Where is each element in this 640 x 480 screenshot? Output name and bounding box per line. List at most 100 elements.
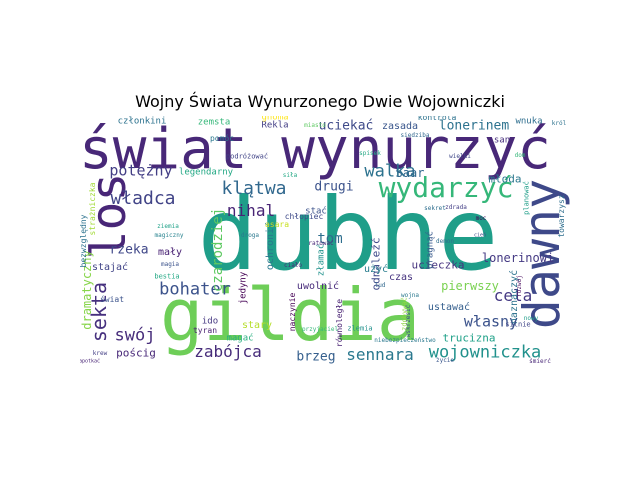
cloud-word: stary (241, 320, 273, 331)
cloud-word: wydarzyć (378, 171, 514, 204)
cloud-word: gildia (159, 273, 421, 357)
cloud-word: drugi (314, 179, 354, 195)
cloud-word: zdrada (445, 204, 467, 211)
cloud-word: trucizna (442, 331, 496, 345)
cloud-word: zasada (381, 121, 419, 132)
cloud-word: napotkać (80, 358, 101, 364)
cloud-word: pościg (116, 346, 156, 360)
cloud-word: kontrola (417, 116, 457, 122)
cloud-word: lonerinowi (481, 251, 555, 265)
cloud-word: własny (463, 312, 519, 331)
cloud-word: planować (522, 181, 531, 215)
cloud-word: ustawać (427, 302, 471, 313)
cloud-word: cień (473, 232, 487, 239)
cloud-word: równoległe (335, 298, 344, 348)
cloud-word: przyjaciel (301, 326, 339, 333)
cloud-word: śmierć (529, 358, 551, 365)
cloud-word: ochronić (265, 221, 276, 271)
cloud-word: asara (264, 220, 290, 229)
cloud-word: Saar (395, 166, 425, 180)
cloud-word: demon (435, 238, 455, 245)
cloud-word: rozwój (516, 275, 523, 297)
cloud-word: wskrzesić (405, 304, 412, 338)
cloud-word: ido (201, 316, 219, 327)
cloud-word: ciało (283, 262, 303, 269)
cloud-word: bohater (159, 279, 231, 300)
cloud-word: lonerinem (438, 118, 510, 134)
cloud-word: ratować (308, 240, 334, 247)
cloud-word: dubhe (197, 176, 499, 293)
cloud-word: krew (92, 350, 108, 357)
cloud-word: sennara (346, 345, 414, 364)
cloud-word: magać (226, 333, 254, 344)
cloud-word: czas (388, 272, 414, 283)
chart-title: Wojny Świata Wynurzonego Dwie Wojowniczk… (135, 92, 505, 111)
cloud-word: magiczny (154, 232, 184, 239)
cloud-word: potężny (109, 161, 173, 180)
cloud-word: zemsta (197, 117, 231, 128)
cloud-word: bezwzględny (80, 214, 88, 268)
word-cloud: dubhe świat wynurzyć gildia dawny los wydarzy… (80, 116, 576, 364)
cloud-word: członkini (117, 116, 167, 127)
cloud-word: towarzysz (557, 194, 566, 238)
cloud-word: gnoma (261, 116, 289, 123)
cloud-word: złamać (316, 243, 327, 277)
cloud-word: chłopiec (284, 212, 324, 221)
cloud-word: lud (374, 282, 386, 289)
cloud-word: świat wynurzyć (80, 117, 552, 182)
cloud-word: Rekla (261, 120, 289, 131)
cloud-word: król (551, 120, 567, 127)
cloud-word: niebezpieczeństwo (374, 337, 436, 344)
cloud-word: pomóc (209, 134, 235, 143)
cloud-word: mały (157, 247, 183, 258)
cloud-word: droga (240, 232, 260, 239)
cloud-word: brzeg (296, 349, 336, 364)
cloud-word: władca (110, 188, 176, 209)
cloud-word: zabójca (194, 342, 262, 361)
cloud-word: stajać (91, 262, 129, 273)
cloud-word: cela (493, 286, 533, 305)
cloud-word: wojna (400, 292, 420, 299)
cloud-word: nihal (226, 201, 276, 220)
cloud-word: strażniczka (88, 182, 97, 236)
cloud-word: silnie (505, 320, 531, 329)
cloud-word: tom (317, 231, 343, 247)
cloud-word: moc (475, 215, 487, 222)
cloud-word: swój (114, 325, 156, 346)
cloud-word: magia (160, 261, 180, 268)
cloud-word: młoda (488, 172, 522, 186)
cloud-word: życie (435, 357, 455, 364)
cloud-word: wnuka (515, 116, 543, 127)
cloud-word: klątwa (221, 178, 287, 199)
cloud-word: bestia (154, 272, 180, 281)
cloud-word: uwolnić (296, 281, 340, 292)
cloud-word: dom (514, 152, 526, 159)
cloud-word: uciekać (318, 118, 374, 134)
cloud-word: nowy (523, 315, 539, 322)
cloud-word: siedziba (400, 132, 430, 139)
cloud-word: zlemia (347, 324, 373, 333)
cloud-word: wielki (449, 153, 471, 160)
cloud-word: ziemia (157, 223, 179, 230)
cloud-word: pierwszy (441, 279, 499, 293)
cloud-word: siła (282, 172, 298, 179)
cloud-word: naczynie (288, 292, 297, 332)
cloud-word: walka (364, 161, 416, 182)
cloud-word: jedyny (238, 271, 249, 305)
cloud-word: pragnąć (425, 231, 436, 269)
cloud-word: czarodziej (210, 207, 226, 293)
cloud-word: użyć (363, 264, 389, 275)
cloud-word: podróżować (225, 152, 269, 161)
cloud-word: świat (99, 295, 125, 304)
cloud-word: tyran (192, 326, 218, 335)
cloud-word: sekret (424, 205, 446, 212)
cloud-word: wojowniczka (428, 342, 542, 363)
cloud-word: san (493, 135, 511, 146)
cloud-word: legendarny (178, 167, 234, 178)
cloud-word: spisek (359, 150, 381, 157)
cloud-word: stać (305, 206, 327, 217)
cloud-word: ucieczka (411, 258, 465, 272)
cloud-word: miasto (304, 122, 326, 129)
cloud-word: rzeka (109, 242, 149, 258)
